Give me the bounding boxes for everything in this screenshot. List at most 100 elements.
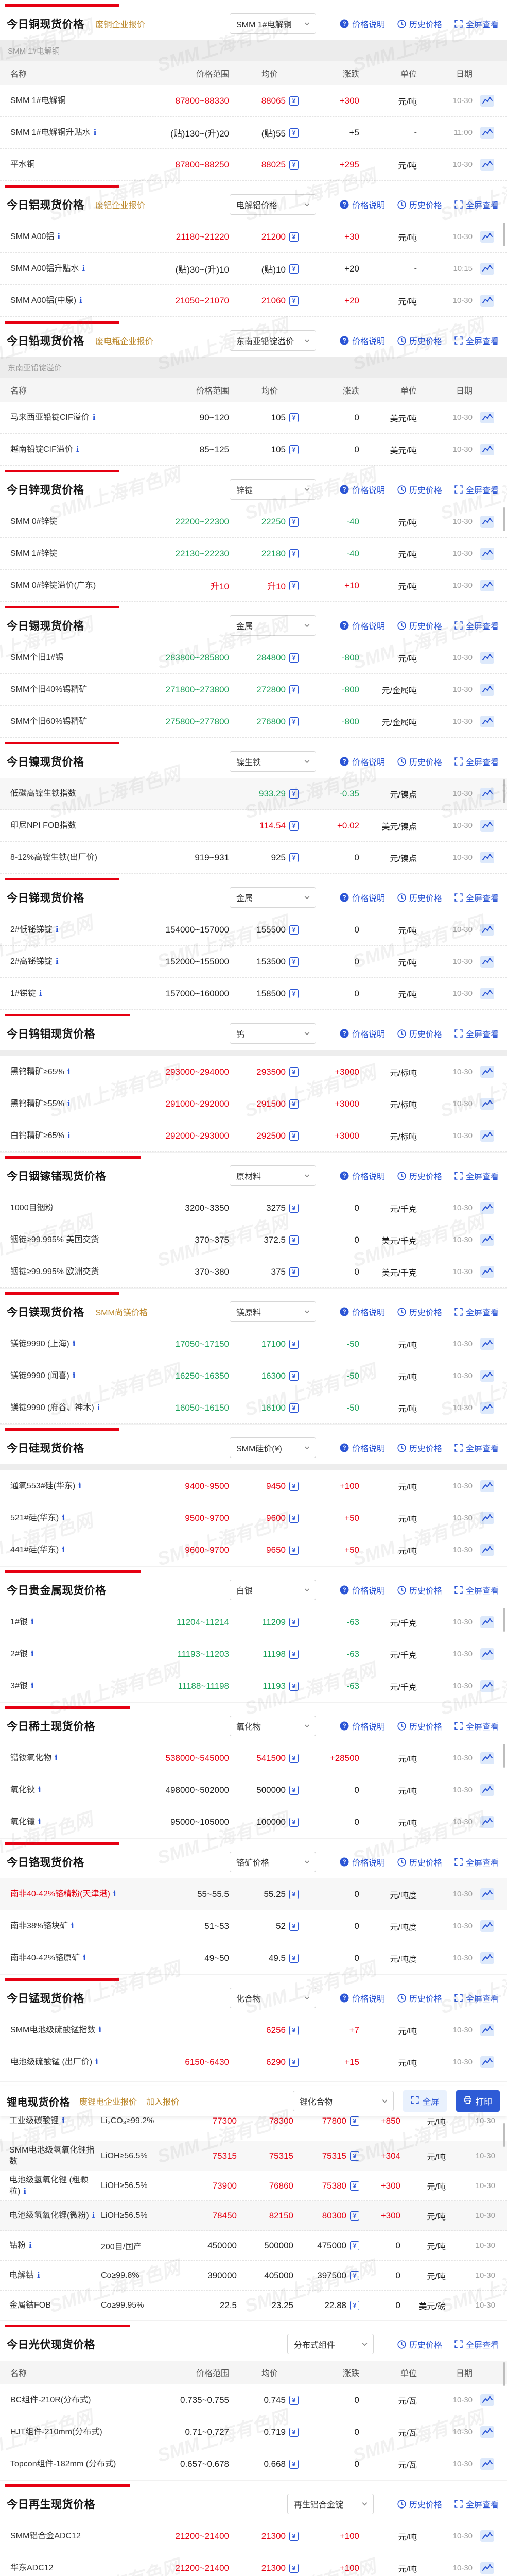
fullscreen-view-link[interactable]: 全屏查看 (454, 755, 499, 768)
price-note-link[interactable]: ? 价格说明 (340, 1856, 385, 1868)
trend-chart-icon[interactable] (480, 1098, 494, 1110)
trend-chart-icon[interactable] (480, 2530, 494, 2542)
scrollbar-thumb[interactable] (503, 507, 505, 531)
trend-chart-icon[interactable] (480, 1816, 494, 1828)
info-icon[interactable]: i (83, 1953, 86, 1962)
tungsten-molybdenum-category-select[interactable]: 钨 (229, 1023, 316, 1044)
yuan-detail-icon[interactable]: ¥ (289, 717, 299, 726)
history-price-link[interactable]: 历史价格 (397, 2338, 442, 2350)
price-note-link[interactable]: ? 价格说明 (340, 18, 385, 30)
info-icon[interactable]: i (39, 988, 42, 998)
tin-category-select[interactable]: 金属 (229, 615, 316, 636)
trend-chart-icon[interactable] (480, 580, 494, 591)
info-icon[interactable]: i (30, 1617, 34, 1626)
info-icon[interactable]: i (67, 1066, 71, 1076)
nickel-category-select[interactable]: 镍生铁 (229, 751, 316, 772)
trend-chart-icon[interactable] (480, 412, 494, 423)
scrollbar-thumb[interactable] (503, 779, 505, 803)
yuan-detail-icon[interactable]: ¥ (289, 1649, 299, 1659)
yuan-detail-icon[interactable]: ¥ (289, 232, 299, 242)
trend-chart-icon[interactable] (480, 1130, 494, 1142)
yuan-detail-icon[interactable]: ¥ (350, 2181, 359, 2191)
yuan-detail-icon[interactable]: ¥ (289, 1889, 299, 1899)
yuan-detail-icon[interactable]: ¥ (350, 2116, 359, 2126)
yuan-detail-icon[interactable]: ¥ (289, 789, 299, 799)
magnesium-category-select[interactable]: 镁原料 (229, 1301, 316, 1322)
magnesium-quote-link[interactable]: SMM尚镁价格 (95, 1309, 148, 1317)
copper-category-select[interactable]: SMM 1#电解铜 (229, 13, 316, 34)
fullscreen-view-link[interactable]: 全屏查看 (454, 18, 499, 30)
fullscreen-view-link[interactable]: 全屏查看 (454, 891, 499, 904)
trend-chart-icon[interactable] (480, 1616, 494, 1628)
info-icon[interactable]: i (113, 1889, 116, 1899)
trend-chart-icon[interactable] (480, 548, 494, 560)
trend-chart-icon[interactable] (480, 988, 494, 999)
yuan-detail-icon[interactable]: ¥ (289, 2057, 299, 2067)
trend-chart-icon[interactable] (480, 2426, 494, 2438)
trend-chart-icon[interactable] (480, 295, 494, 307)
yuan-detail-icon[interactable]: ¥ (289, 2459, 299, 2469)
info-icon[interactable]: i (62, 2115, 65, 2125)
yuan-detail-icon[interactable]: ¥ (289, 549, 299, 558)
fullscreen-view-link[interactable]: 全屏查看 (454, 1306, 499, 1318)
trend-chart-icon[interactable] (480, 1480, 494, 1492)
yuan-detail-icon[interactable]: ¥ (289, 445, 299, 454)
info-icon[interactable]: i (71, 1921, 74, 1930)
yuan-detail-icon[interactable]: ¥ (289, 685, 299, 694)
yuan-detail-icon[interactable]: ¥ (289, 1753, 299, 1763)
fullscreen-view-link[interactable]: 全屏查看 (454, 1856, 499, 1868)
yuan-detail-icon[interactable]: ¥ (289, 957, 299, 967)
yuan-detail-icon[interactable]: ¥ (289, 1403, 299, 1413)
yuan-detail-icon[interactable]: ¥ (289, 1953, 299, 1963)
price-note-link[interactable]: ? 价格说明 (340, 1170, 385, 1182)
info-icon[interactable]: i (38, 1785, 41, 1794)
yuan-detail-icon[interactable]: ¥ (350, 2270, 359, 2280)
info-icon[interactable]: i (67, 1098, 71, 1108)
yuan-detail-icon[interactable]: ¥ (289, 1785, 299, 1795)
info-icon[interactable]: i (62, 1545, 65, 1554)
fullscreen-view-link[interactable]: 全屏查看 (454, 619, 499, 632)
fullscreen-view-link[interactable]: 全屏查看 (454, 198, 499, 211)
yuan-detail-icon[interactable]: ¥ (289, 925, 299, 935)
yuan-detail-icon[interactable]: ¥ (289, 1067, 299, 1077)
yuan-detail-icon[interactable]: ¥ (289, 1481, 299, 1491)
lead-category-select[interactable]: 东南亚铅锭溢价 (229, 330, 316, 351)
trend-chart-icon[interactable] (480, 444, 494, 455)
info-icon[interactable]: i (57, 231, 61, 241)
yuan-detail-icon[interactable]: ¥ (289, 1131, 299, 1141)
yuan-detail-icon[interactable]: ¥ (289, 1513, 299, 1523)
info-icon[interactable]: i (92, 2210, 95, 2220)
yuan-detail-icon[interactable]: ¥ (289, 1203, 299, 1213)
trend-chart-icon[interactable] (480, 684, 494, 696)
info-icon[interactable]: i (30, 1649, 34, 1658)
yuan-detail-icon[interactable]: ¥ (289, 1267, 299, 1277)
aluminum-quote-link[interactable]: 废铝企业报价 (95, 201, 145, 210)
fullscreen-view-link[interactable]: 全屏查看 (454, 483, 499, 496)
info-icon[interactable]: i (93, 127, 97, 137)
trend-chart-icon[interactable] (480, 1784, 494, 1796)
yuan-detail-icon[interactable]: ¥ (289, 2395, 299, 2405)
trend-chart-icon[interactable] (480, 1202, 494, 1214)
history-price-link[interactable]: 历史价格 (397, 18, 442, 30)
indium-gallium-germanium-category-select[interactable]: 原材料 (229, 1165, 316, 1186)
zinc-category-select[interactable]: 锌锭 (229, 479, 316, 500)
trend-chart-icon[interactable] (480, 1512, 494, 1524)
fullscreen-view-link[interactable]: 全屏查看 (454, 1027, 499, 1040)
trend-chart-icon[interactable] (480, 263, 494, 275)
trend-chart-icon[interactable] (480, 1402, 494, 1414)
yuan-detail-icon[interactable]: ¥ (289, 989, 299, 998)
trend-chart-icon[interactable] (480, 1952, 494, 1964)
yuan-detail-icon[interactable]: ¥ (289, 2025, 299, 2035)
recycled-category-select[interactable]: 再生铝合金锭 (287, 2494, 374, 2514)
trend-chart-icon[interactable] (480, 1648, 494, 1660)
lithium-battery-quote-link[interactable]: 废锂电企业报价 (79, 2098, 137, 2107)
trend-chart-icon[interactable] (480, 1234, 494, 1246)
fullscreen-view-link[interactable]: 全屏查看 (454, 1170, 499, 1182)
yuan-detail-icon[interactable]: ¥ (350, 2300, 359, 2310)
price-note-link[interactable]: ? 价格说明 (340, 1720, 385, 1732)
trend-chart-icon[interactable] (480, 1544, 494, 1556)
trend-chart-icon[interactable] (480, 516, 494, 528)
trend-chart-icon[interactable] (480, 2562, 494, 2574)
yuan-detail-icon[interactable]: ¥ (289, 1099, 299, 1109)
trend-chart-icon[interactable] (480, 95, 494, 107)
